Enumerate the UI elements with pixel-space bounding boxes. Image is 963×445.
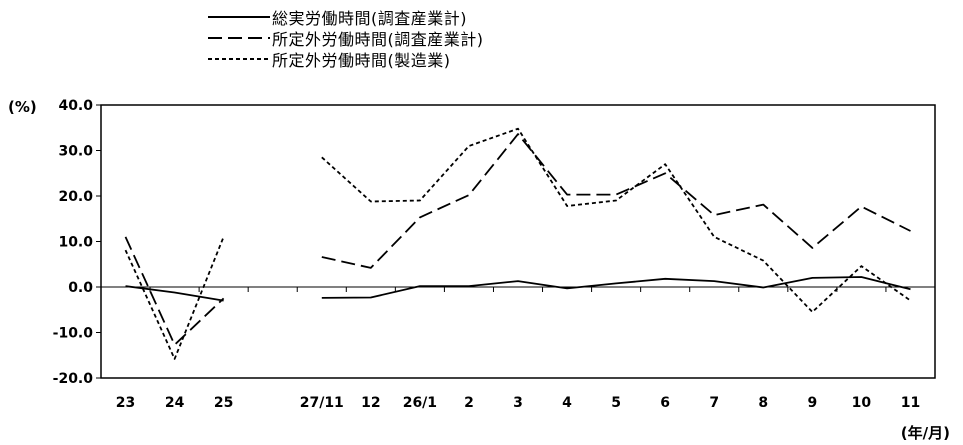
legend-item-total-hours: 総実労働時間(調査産業計)	[208, 6, 608, 28]
x-tick-label: 24	[165, 395, 185, 411]
y-tick-label: 40.0	[58, 98, 93, 114]
x-tick-label: 2	[464, 395, 474, 411]
series-line-1	[124, 236, 225, 346]
y-tick-label: 10.0	[58, 235, 93, 251]
x-tick-label: 4	[562, 395, 572, 411]
x-tick-label: 26/1	[403, 395, 437, 411]
series-line-1	[321, 133, 911, 269]
plot-border	[100, 104, 936, 379]
y-tick-label: 30.0	[58, 144, 93, 160]
y-tick-label: -20.0	[53, 371, 94, 387]
x-tick-label: 12	[361, 395, 380, 411]
x-tick-label: 6	[660, 395, 670, 411]
legend-item-overtime-all: 所定外労働時間(調査産業計)	[208, 27, 608, 49]
x-tick-label: 3	[513, 395, 523, 411]
x-axis-unit-label: (年/月)	[901, 424, 950, 442]
legend-item-overtime-manufacturing: 所定外労働時間(製造業)	[208, 48, 608, 70]
x-tick-label: 27/11	[300, 395, 344, 411]
legend-label-overtime-all: 所定外労働時間(調査産業計)	[272, 29, 484, 49]
series-line-0	[321, 276, 911, 299]
legend-short-dash-line-icon	[208, 57, 270, 60]
x-tick-label: 23	[116, 395, 135, 411]
x-tick-label: 25	[214, 395, 233, 411]
y-tick-label: -10.0	[53, 326, 94, 342]
x-tick-label: 8	[758, 395, 768, 411]
series-line-2	[321, 127, 912, 313]
x-tick-label: 10	[852, 395, 872, 411]
legend-label-total-hours: 総実労働時間(調査産業計)	[272, 8, 467, 28]
y-tick-label: 20.0	[58, 189, 93, 205]
x-tick-label: 11	[901, 395, 920, 411]
series-line-2	[124, 236, 225, 360]
x-tick-label: 7	[709, 395, 719, 411]
y-axis-unit-label: (%)	[8, 98, 37, 116]
legend-label-overtime-manufacturing: 所定外労働時間(製造業)	[272, 50, 451, 70]
legend-long-dash-line-icon	[208, 36, 270, 39]
plot-frame	[100, 104, 936, 379]
x-tick-label: 9	[807, 395, 817, 411]
legend: 総実労働時間(調査産業計) 所定外労働時間(調査産業計) 所定外労働時間(製造業…	[208, 6, 608, 70]
y-tick-label: 0.0	[68, 280, 93, 296]
axis-labels: 40.030.020.010.00.0-10.0-20.023 24 25 27/11…	[8, 98, 950, 442]
x-tick-label: 5	[611, 395, 621, 411]
series-lines	[124, 127, 912, 360]
legend-solid-line-icon	[208, 15, 270, 18]
series-line-0	[125, 285, 224, 302]
